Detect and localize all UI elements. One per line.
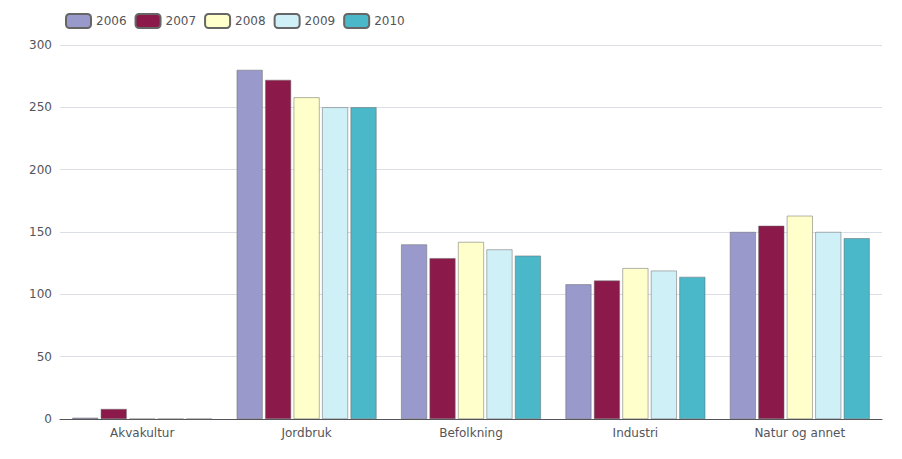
svg-text:Akvakultur: Akvakultur: [110, 426, 174, 440]
svg-text:2006: 2006: [96, 14, 127, 28]
svg-text:300: 300: [29, 38, 52, 52]
svg-text:2008: 2008: [235, 14, 266, 28]
svg-text:Jordbruk: Jordbruk: [280, 426, 331, 440]
svg-text:200: 200: [29, 163, 52, 177]
svg-text:100: 100: [29, 287, 52, 301]
svg-text:0: 0: [44, 412, 52, 426]
svg-text:Natur og annet: Natur og annet: [754, 426, 845, 440]
svg-text:250: 250: [29, 100, 52, 114]
svg-text:Befolkning: Befolkning: [439, 426, 503, 440]
svg-text:2009: 2009: [305, 14, 336, 28]
svg-text:150: 150: [29, 225, 52, 239]
svg-text:2010: 2010: [374, 14, 405, 28]
svg-text:50: 50: [37, 350, 52, 364]
svg-text:2007: 2007: [166, 14, 197, 28]
svg-text:Industri: Industri: [613, 426, 659, 440]
